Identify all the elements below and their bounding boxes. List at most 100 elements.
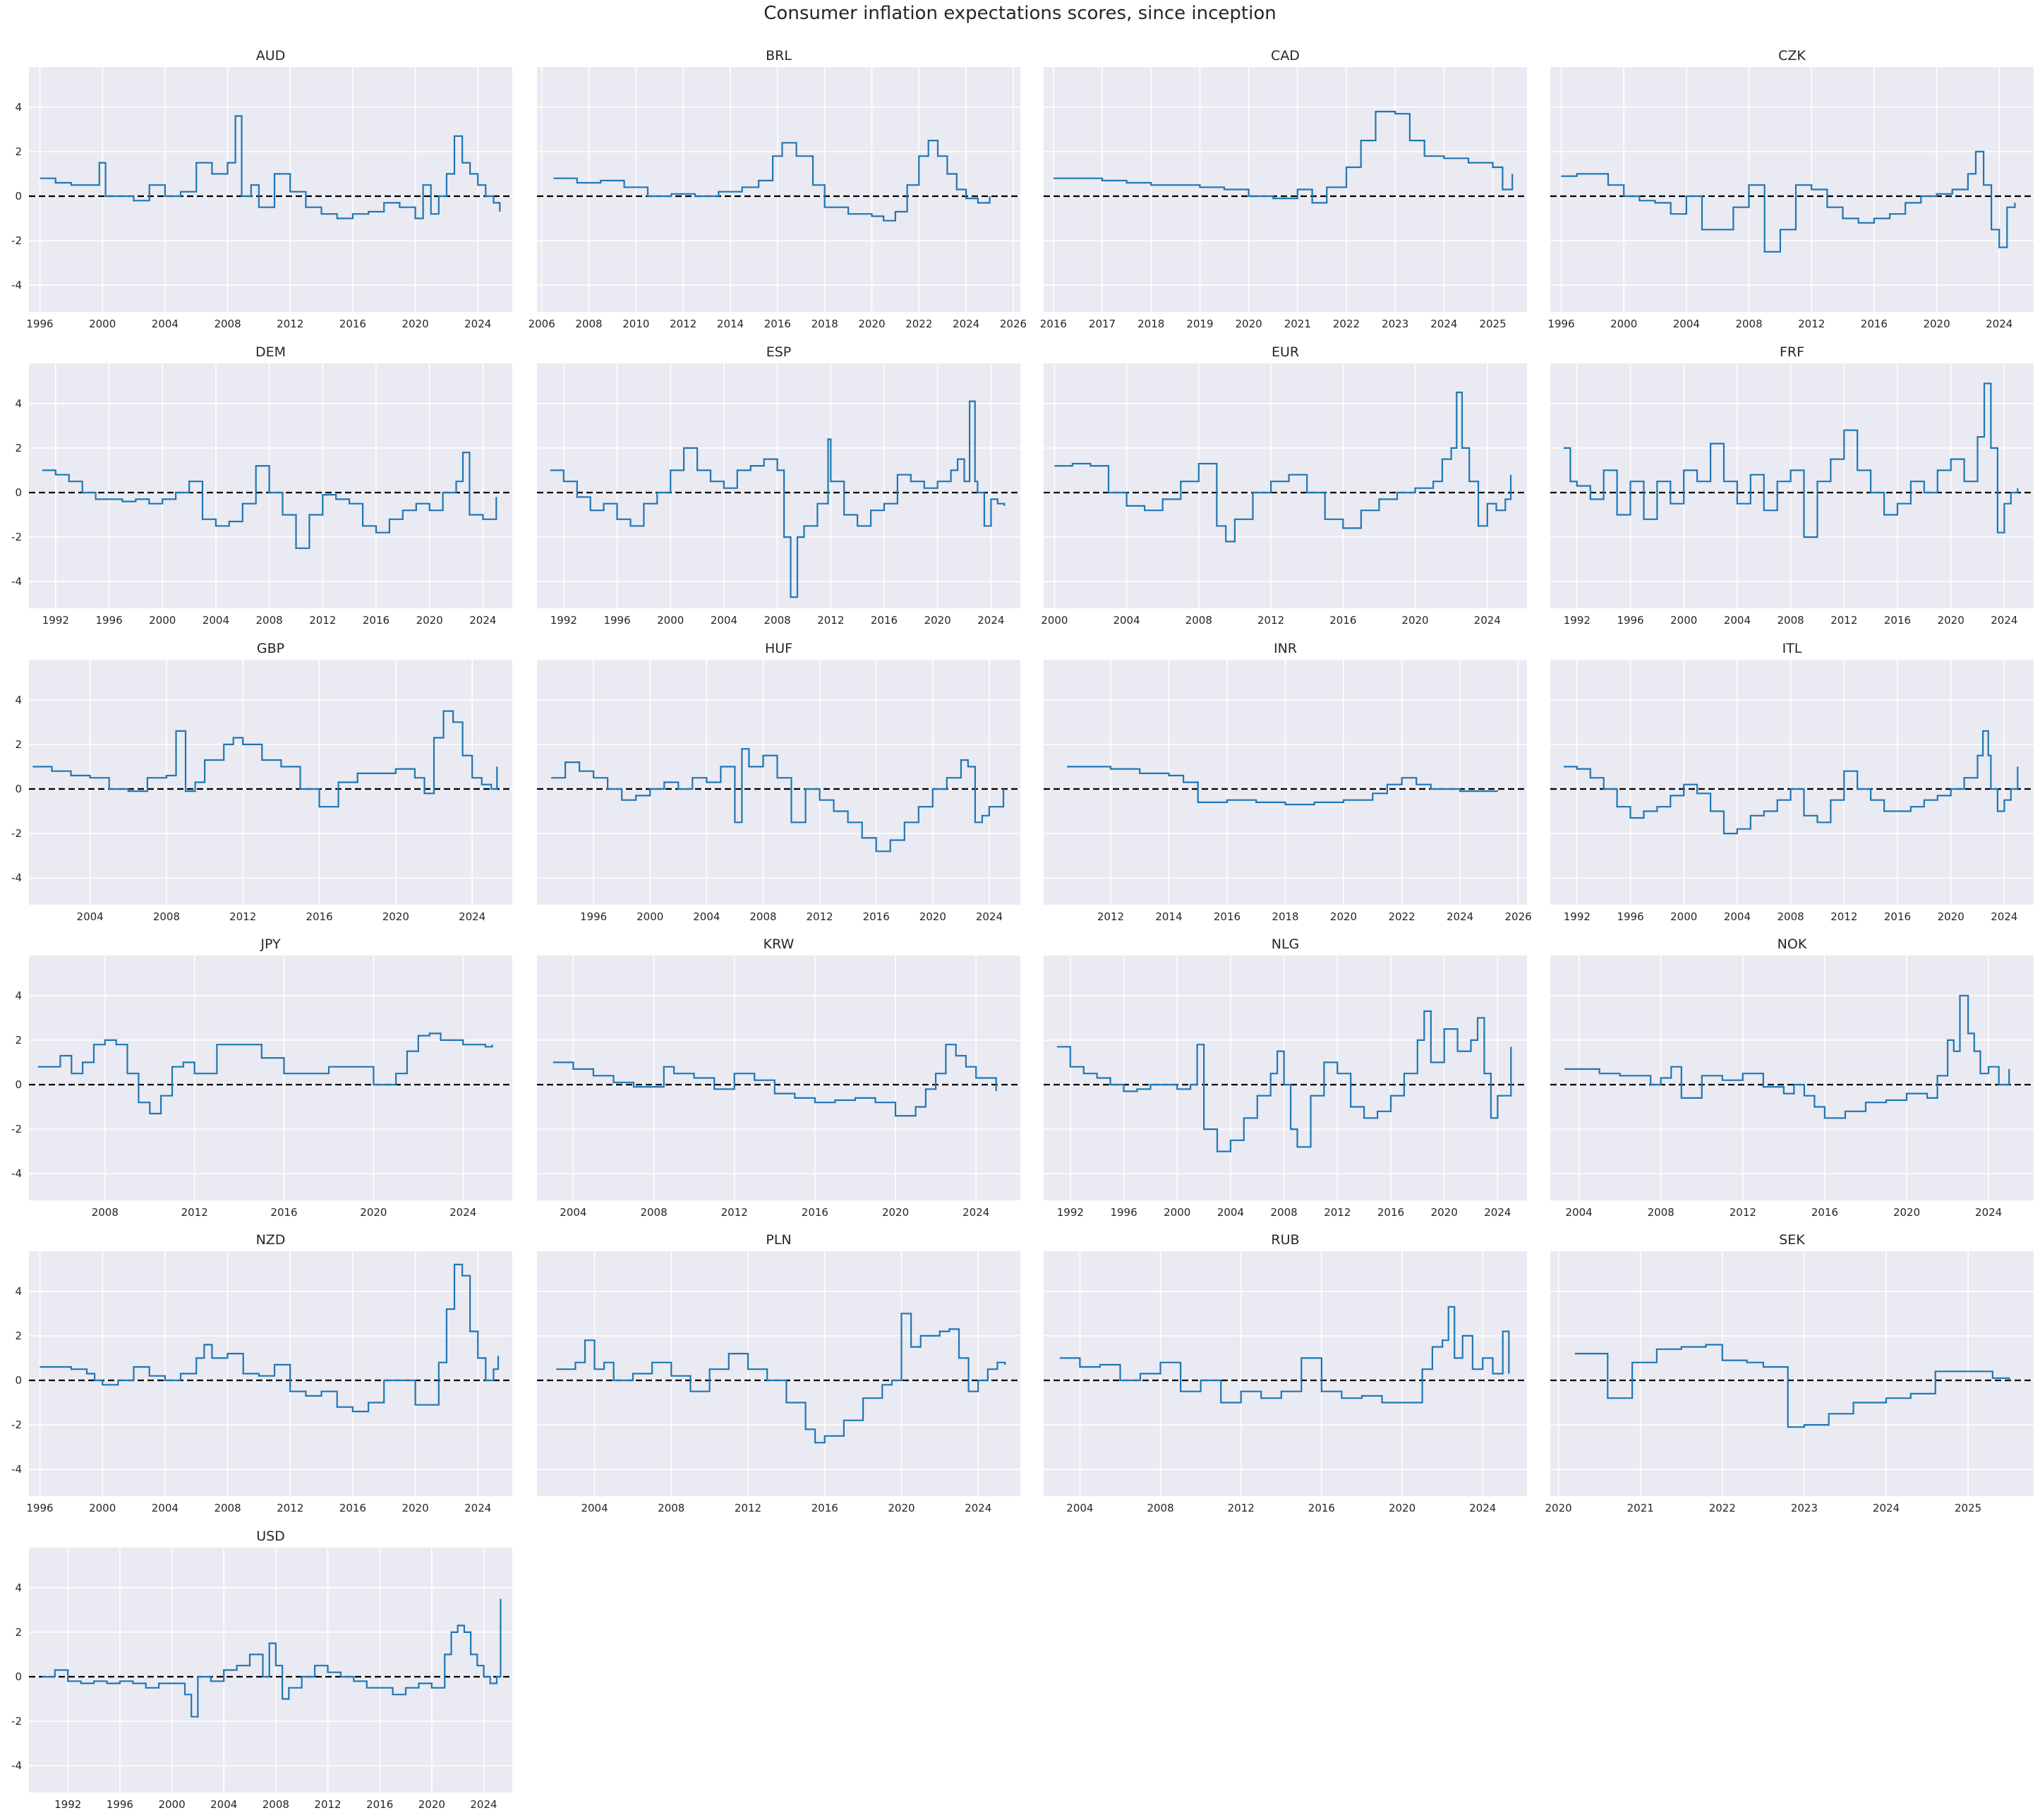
y-tick-label: 0 (15, 1374, 22, 1387)
x-tick-label: 2018 (811, 318, 838, 330)
x-tick-label: 1996 (26, 318, 53, 330)
x-tick-label: 2016 (366, 1798, 393, 1811)
series-line (1574, 1344, 2010, 1428)
x-tick-label: 2014 (1155, 910, 1182, 923)
x-tick-label: 2012 (314, 1798, 341, 1811)
x-tick-label: 2008 (153, 910, 180, 923)
subplot-title: PLN (766, 1232, 791, 1248)
x-tick-label: 2020 (1401, 614, 1428, 627)
x-tick-label: 2024 (464, 1502, 491, 1514)
plot-area (537, 67, 1020, 312)
series-line (1067, 766, 1498, 806)
y-tick-label: -2 (11, 1418, 22, 1431)
x-tick-label: 1996 (603, 614, 630, 627)
x-tick-label: 2022 (905, 318, 932, 330)
subplot-krw: 2004 2008 2012 2016 2020 2024 KRW (537, 936, 1020, 1219)
subplot-title: USD (256, 1529, 285, 1544)
x-tick-label: 2024 (965, 1502, 991, 1514)
x-tick-label: 1992 (1564, 614, 1591, 627)
x-tick-label: 2004 (77, 910, 104, 923)
subplot-nok: 2004 2008 2012 2016 2020 2024 NOK (1550, 936, 2034, 1219)
x-tick-label: 2020 (888, 1502, 915, 1514)
subplot-title: GBP (257, 641, 284, 656)
x-tick-label: 2012 (1324, 1206, 1351, 1219)
figure-title: Consumer inflation expectations scores, … (764, 3, 1276, 24)
x-tick-label: 2020 (1923, 318, 1950, 330)
x-tick-label: 2020 (919, 910, 946, 923)
x-tick-label: 2008 (1648, 1206, 1674, 1219)
x-tick-label: 2000 (89, 318, 116, 330)
x-tick-label: 2018 (1137, 318, 1164, 330)
y-tick-label: 2 (15, 1034, 22, 1047)
x-tick-label: 2016 (363, 614, 390, 627)
x-tick-label: 2024 (1975, 1206, 2002, 1219)
y-tick-label: 2 (15, 1330, 22, 1342)
x-tick-label: 2020 (1236, 318, 1262, 330)
x-tick-label: 2000 (89, 1502, 116, 1514)
x-tick-label: 2016 (811, 1502, 838, 1514)
x-tick-label: 2025 (1955, 1502, 1981, 1514)
x-tick-label: 2016 (802, 1206, 828, 1219)
plot-area (1044, 956, 1527, 1200)
x-tick-label: 1996 (1547, 318, 1574, 330)
x-tick-label: 2000 (1670, 910, 1697, 923)
x-tick-label: 2024 (470, 1798, 497, 1811)
x-tick-label: 2008 (262, 1798, 289, 1811)
series-line (37, 1032, 493, 1115)
x-tick-label: 2020 (416, 614, 443, 627)
subplot-title: ITL (1782, 641, 1802, 656)
x-tick-label: 2024 (459, 910, 485, 923)
subplot-czk: 1996 2000 2004 2008 2012 2016 2020 2024 CZK (1547, 48, 2034, 330)
x-tick-label: 2004 (693, 910, 720, 923)
plot-area (1550, 363, 2034, 608)
x-tick-label: 2024 (449, 1206, 476, 1219)
x-tick-label: 2024 (1484, 1206, 1511, 1219)
x-tick-label: 2016 (270, 1206, 297, 1219)
x-tick-label: 1996 (107, 1798, 133, 1811)
plot-area (537, 363, 1020, 608)
x-tick-label: 2012 (670, 318, 696, 330)
x-tick-label: 2020 (1431, 1206, 1458, 1219)
plot-area (537, 956, 1020, 1200)
series-line (1563, 730, 2019, 835)
y-tick-label: 2 (15, 738, 22, 751)
y-tick-label: 4 (15, 101, 22, 114)
subplot-title: DEM (255, 344, 286, 360)
series-line (553, 1044, 997, 1117)
x-tick-label: 2024 (1873, 1502, 1900, 1514)
subplot-title: NOK (1778, 936, 1807, 952)
y-tick-label: 4 (15, 397, 22, 410)
x-tick-label: 2000 (636, 910, 663, 923)
subplot-gbp: 2004 2008 2012 2016 2020 2024 -4 -2 0 2 4 GBP (11, 641, 512, 923)
x-tick-label: 2016 (339, 318, 366, 330)
x-tick-label: 2012 (1730, 1206, 1756, 1219)
subplot-brl: 2006 2008 2010 2012 2014 2016 2018 2020 2022 2024… (529, 48, 1027, 330)
x-tick-label: 2021 (1284, 318, 1311, 330)
y-tick-label: -4 (11, 1759, 22, 1772)
x-tick-label: 2008 (1185, 614, 1212, 627)
plot-area (1044, 363, 1527, 608)
subplot-title: INR (1274, 641, 1297, 656)
x-tick-label: 2024 (1986, 318, 2012, 330)
subplot-title: FRF (1780, 344, 1804, 360)
x-tick-label: 2024 (953, 318, 979, 330)
x-tick-label: 2012 (229, 910, 256, 923)
x-tick-label: 2012 (1798, 318, 1825, 330)
x-tick-label: 2000 (1610, 318, 1637, 330)
x-tick-label: 2024 (1469, 1502, 1496, 1514)
subplot-title: ESP (766, 344, 792, 360)
x-tick-label: 2020 (402, 318, 428, 330)
y-tick-label: 0 (15, 190, 22, 203)
x-tick-label: 2004 (1066, 1502, 1093, 1514)
x-tick-label: 1996 (1617, 614, 1643, 627)
x-tick-label: 2016 (1308, 1502, 1335, 1514)
x-tick-label: 2012 (181, 1206, 208, 1219)
x-tick-label: 2023 (1791, 1502, 1818, 1514)
subplot-nlg: 1992 1996 2000 2004 2008 2012 2016 2020 2024 NLG (1044, 936, 1527, 1219)
x-tick-label: 2016 (1040, 318, 1067, 330)
x-tick-label: 2012 (1830, 910, 1857, 923)
plot-area (1550, 1251, 2034, 1496)
x-tick-label: 2008 (214, 1502, 241, 1514)
x-tick-label: 2016 (1811, 1206, 1838, 1219)
